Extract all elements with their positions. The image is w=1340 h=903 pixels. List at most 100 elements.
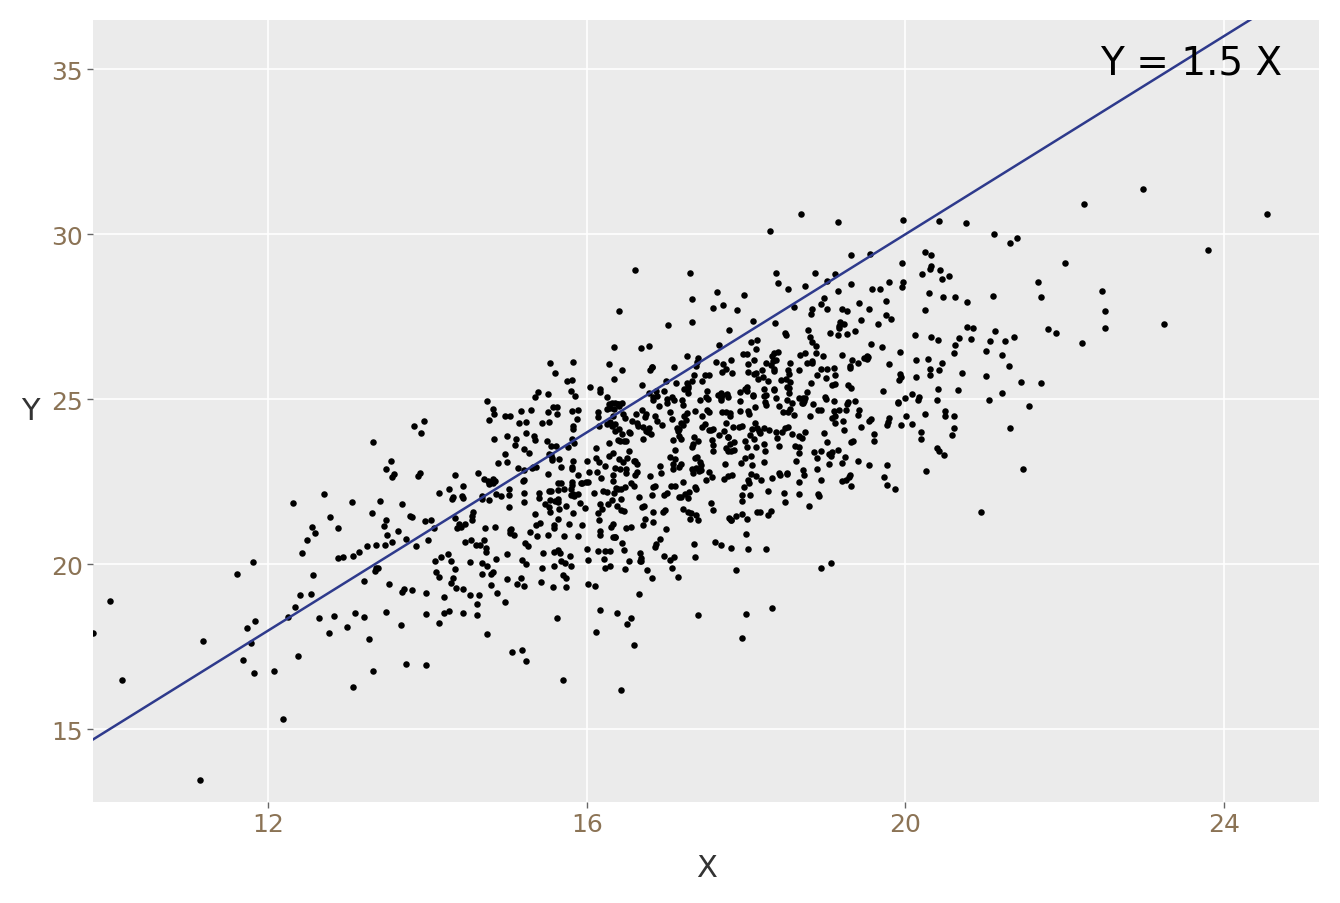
Point bbox=[870, 282, 891, 296]
Point bbox=[523, 429, 544, 443]
Point bbox=[314, 488, 335, 502]
Point bbox=[1091, 284, 1112, 299]
Point bbox=[809, 404, 831, 418]
Point bbox=[414, 414, 436, 428]
Point bbox=[720, 444, 741, 459]
Point bbox=[623, 454, 645, 469]
Point bbox=[472, 492, 493, 507]
Point bbox=[1073, 198, 1095, 212]
Point bbox=[955, 295, 977, 310]
Point bbox=[934, 405, 955, 419]
Point bbox=[607, 483, 628, 498]
Point bbox=[300, 587, 322, 601]
Point bbox=[653, 385, 674, 399]
Point bbox=[957, 321, 978, 335]
Point bbox=[442, 572, 464, 586]
Point bbox=[831, 349, 852, 363]
Point bbox=[486, 456, 508, 470]
Point bbox=[604, 530, 626, 545]
Point bbox=[610, 462, 631, 477]
Point bbox=[498, 489, 520, 503]
Point bbox=[466, 609, 488, 623]
Point bbox=[753, 389, 775, 404]
Point bbox=[816, 363, 838, 377]
Point bbox=[583, 487, 604, 501]
Point bbox=[539, 493, 560, 507]
Point bbox=[434, 606, 456, 620]
Point bbox=[662, 433, 683, 447]
Point bbox=[730, 456, 752, 470]
Point bbox=[649, 400, 670, 414]
Point bbox=[587, 507, 608, 521]
Point bbox=[587, 545, 608, 559]
Point bbox=[831, 456, 852, 470]
Point bbox=[775, 496, 796, 510]
Point bbox=[631, 403, 653, 417]
Point bbox=[641, 427, 662, 442]
Point bbox=[342, 680, 363, 694]
Point bbox=[598, 357, 619, 371]
Point bbox=[626, 416, 647, 431]
Point bbox=[720, 353, 741, 368]
Point bbox=[819, 326, 840, 340]
Point bbox=[598, 397, 619, 412]
Point bbox=[567, 404, 588, 418]
Point bbox=[718, 469, 740, 483]
Point bbox=[976, 344, 997, 358]
Point bbox=[662, 457, 683, 471]
Point bbox=[603, 486, 624, 500]
Point bbox=[323, 609, 344, 623]
Point bbox=[772, 425, 793, 440]
Point bbox=[611, 535, 632, 550]
Point bbox=[576, 475, 598, 489]
Point bbox=[587, 410, 608, 424]
Point bbox=[976, 369, 997, 384]
Point bbox=[461, 509, 482, 524]
Point bbox=[560, 482, 582, 497]
Point bbox=[410, 426, 431, 441]
Point bbox=[1006, 232, 1028, 247]
Point bbox=[513, 463, 535, 478]
Point bbox=[721, 514, 742, 528]
Point bbox=[570, 477, 591, 491]
Point bbox=[717, 387, 738, 402]
Point bbox=[441, 554, 462, 569]
Point bbox=[847, 408, 868, 423]
Point bbox=[524, 433, 545, 448]
Point bbox=[382, 470, 403, 484]
Point bbox=[816, 303, 838, 317]
Point bbox=[561, 479, 583, 493]
Point bbox=[602, 420, 623, 434]
Point bbox=[563, 419, 584, 433]
Point bbox=[603, 402, 624, 416]
Point bbox=[663, 550, 685, 564]
Point bbox=[579, 465, 600, 479]
Point bbox=[673, 398, 694, 413]
Point bbox=[403, 419, 425, 433]
Point bbox=[1072, 337, 1093, 351]
Point bbox=[614, 544, 635, 558]
Point bbox=[627, 419, 649, 433]
Point bbox=[555, 499, 576, 514]
Point bbox=[685, 480, 706, 495]
Point bbox=[543, 545, 564, 560]
Point bbox=[811, 297, 832, 312]
Point bbox=[789, 349, 811, 363]
Point bbox=[438, 604, 460, 619]
Point bbox=[381, 455, 402, 470]
Point bbox=[682, 466, 704, 480]
Point bbox=[978, 393, 1000, 407]
Point bbox=[805, 339, 827, 353]
Point bbox=[793, 391, 815, 405]
Point bbox=[784, 301, 805, 315]
Point bbox=[649, 459, 670, 473]
Point bbox=[490, 489, 512, 504]
Point bbox=[687, 609, 709, 623]
Point bbox=[557, 440, 579, 454]
Point bbox=[480, 578, 501, 592]
Point bbox=[673, 503, 694, 517]
Point bbox=[749, 424, 770, 438]
Point bbox=[513, 442, 535, 457]
Point bbox=[679, 486, 701, 500]
Point bbox=[775, 422, 796, 436]
